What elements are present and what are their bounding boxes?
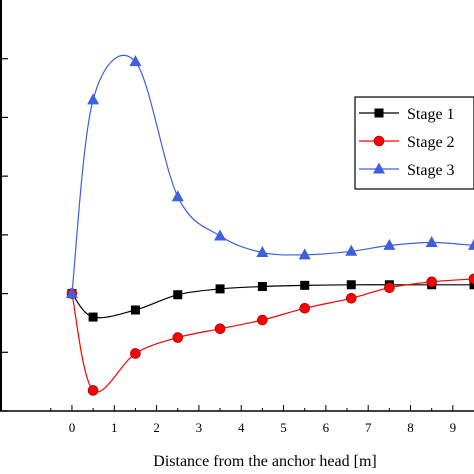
data-point-stage-3 <box>87 93 100 105</box>
data-point-stage-2 <box>468 273 474 285</box>
series-stage-1 <box>67 280 474 322</box>
series-layer <box>65 54 474 396</box>
data-point-stage-1 <box>173 290 183 300</box>
data-point-stage-1 <box>130 305 140 315</box>
x-tick-label: 8 <box>407 420 414 435</box>
x-tick-label: 4 <box>238 420 245 435</box>
series-line-stage-2 <box>71 278 474 393</box>
data-point-stage-2 <box>257 314 268 326</box>
data-point-stage-3 <box>171 190 184 202</box>
axes: 0 1 2 3 4 5 6 7 8 9 <box>0 0 474 435</box>
legend-item-stage-1: Stage 1 <box>359 106 455 123</box>
data-point-stage-1 <box>469 280 474 290</box>
x-tick-label: 6 <box>323 420 330 435</box>
data-point-stage-3 <box>383 238 396 250</box>
data-point-stage-2 <box>172 332 184 343</box>
data-point-stage-3 <box>65 287 78 299</box>
data-point-stage-1 <box>257 282 267 292</box>
data-point-stage-2 <box>130 348 141 359</box>
data-point-stage-2 <box>299 302 311 314</box>
data-point-stage-2 <box>384 282 395 294</box>
data-point-stage-3 <box>345 244 358 256</box>
legend-item-stage-2: Stage 2 <box>359 134 455 151</box>
legend-label: Stage 2 <box>407 134 455 151</box>
series-stage-3 <box>65 54 474 299</box>
x-axis-title: Distance from the anchor head [m] <box>153 453 376 470</box>
data-point-stage-1 <box>346 280 356 290</box>
data-point-stage-3 <box>468 238 474 250</box>
data-point-stage-3 <box>214 229 227 241</box>
data-point-stage-2 <box>214 323 226 335</box>
data-point-stage-2 <box>426 276 437 288</box>
data-point-stage-2 <box>87 385 99 396</box>
data-point-stage-1 <box>215 284 225 294</box>
data-point-stage-2 <box>345 292 357 304</box>
data-point-stage-3 <box>256 245 269 257</box>
data-point-stage-1 <box>300 280 310 290</box>
data-point-stage-3 <box>129 55 142 67</box>
legend-label: Stage 1 <box>407 106 455 123</box>
x-tick-label: 2 <box>153 420 160 435</box>
x-tick-label: 7 <box>365 420 372 435</box>
legend-marker <box>374 108 384 118</box>
x-tick-label: 5 <box>280 420 287 435</box>
data-point-stage-1 <box>88 312 98 322</box>
data-point-stage-3 <box>425 235 438 247</box>
legend-marker <box>373 162 385 174</box>
x-tick-label: 9 <box>450 420 457 435</box>
legend-label: Stage 3 <box>407 162 455 179</box>
x-tick-label: 1 <box>111 420 118 435</box>
legend-item-stage-3: Stage 3 <box>359 162 455 179</box>
legend: Stage 1 Stage 2 Stage 3 <box>354 96 474 190</box>
x-tick-label: 3 <box>196 420 203 435</box>
x-tick-label: 0 <box>69 420 76 435</box>
data-point-stage-3 <box>298 248 311 260</box>
series-stage-2 <box>66 273 474 396</box>
legend-marker <box>373 135 385 147</box>
